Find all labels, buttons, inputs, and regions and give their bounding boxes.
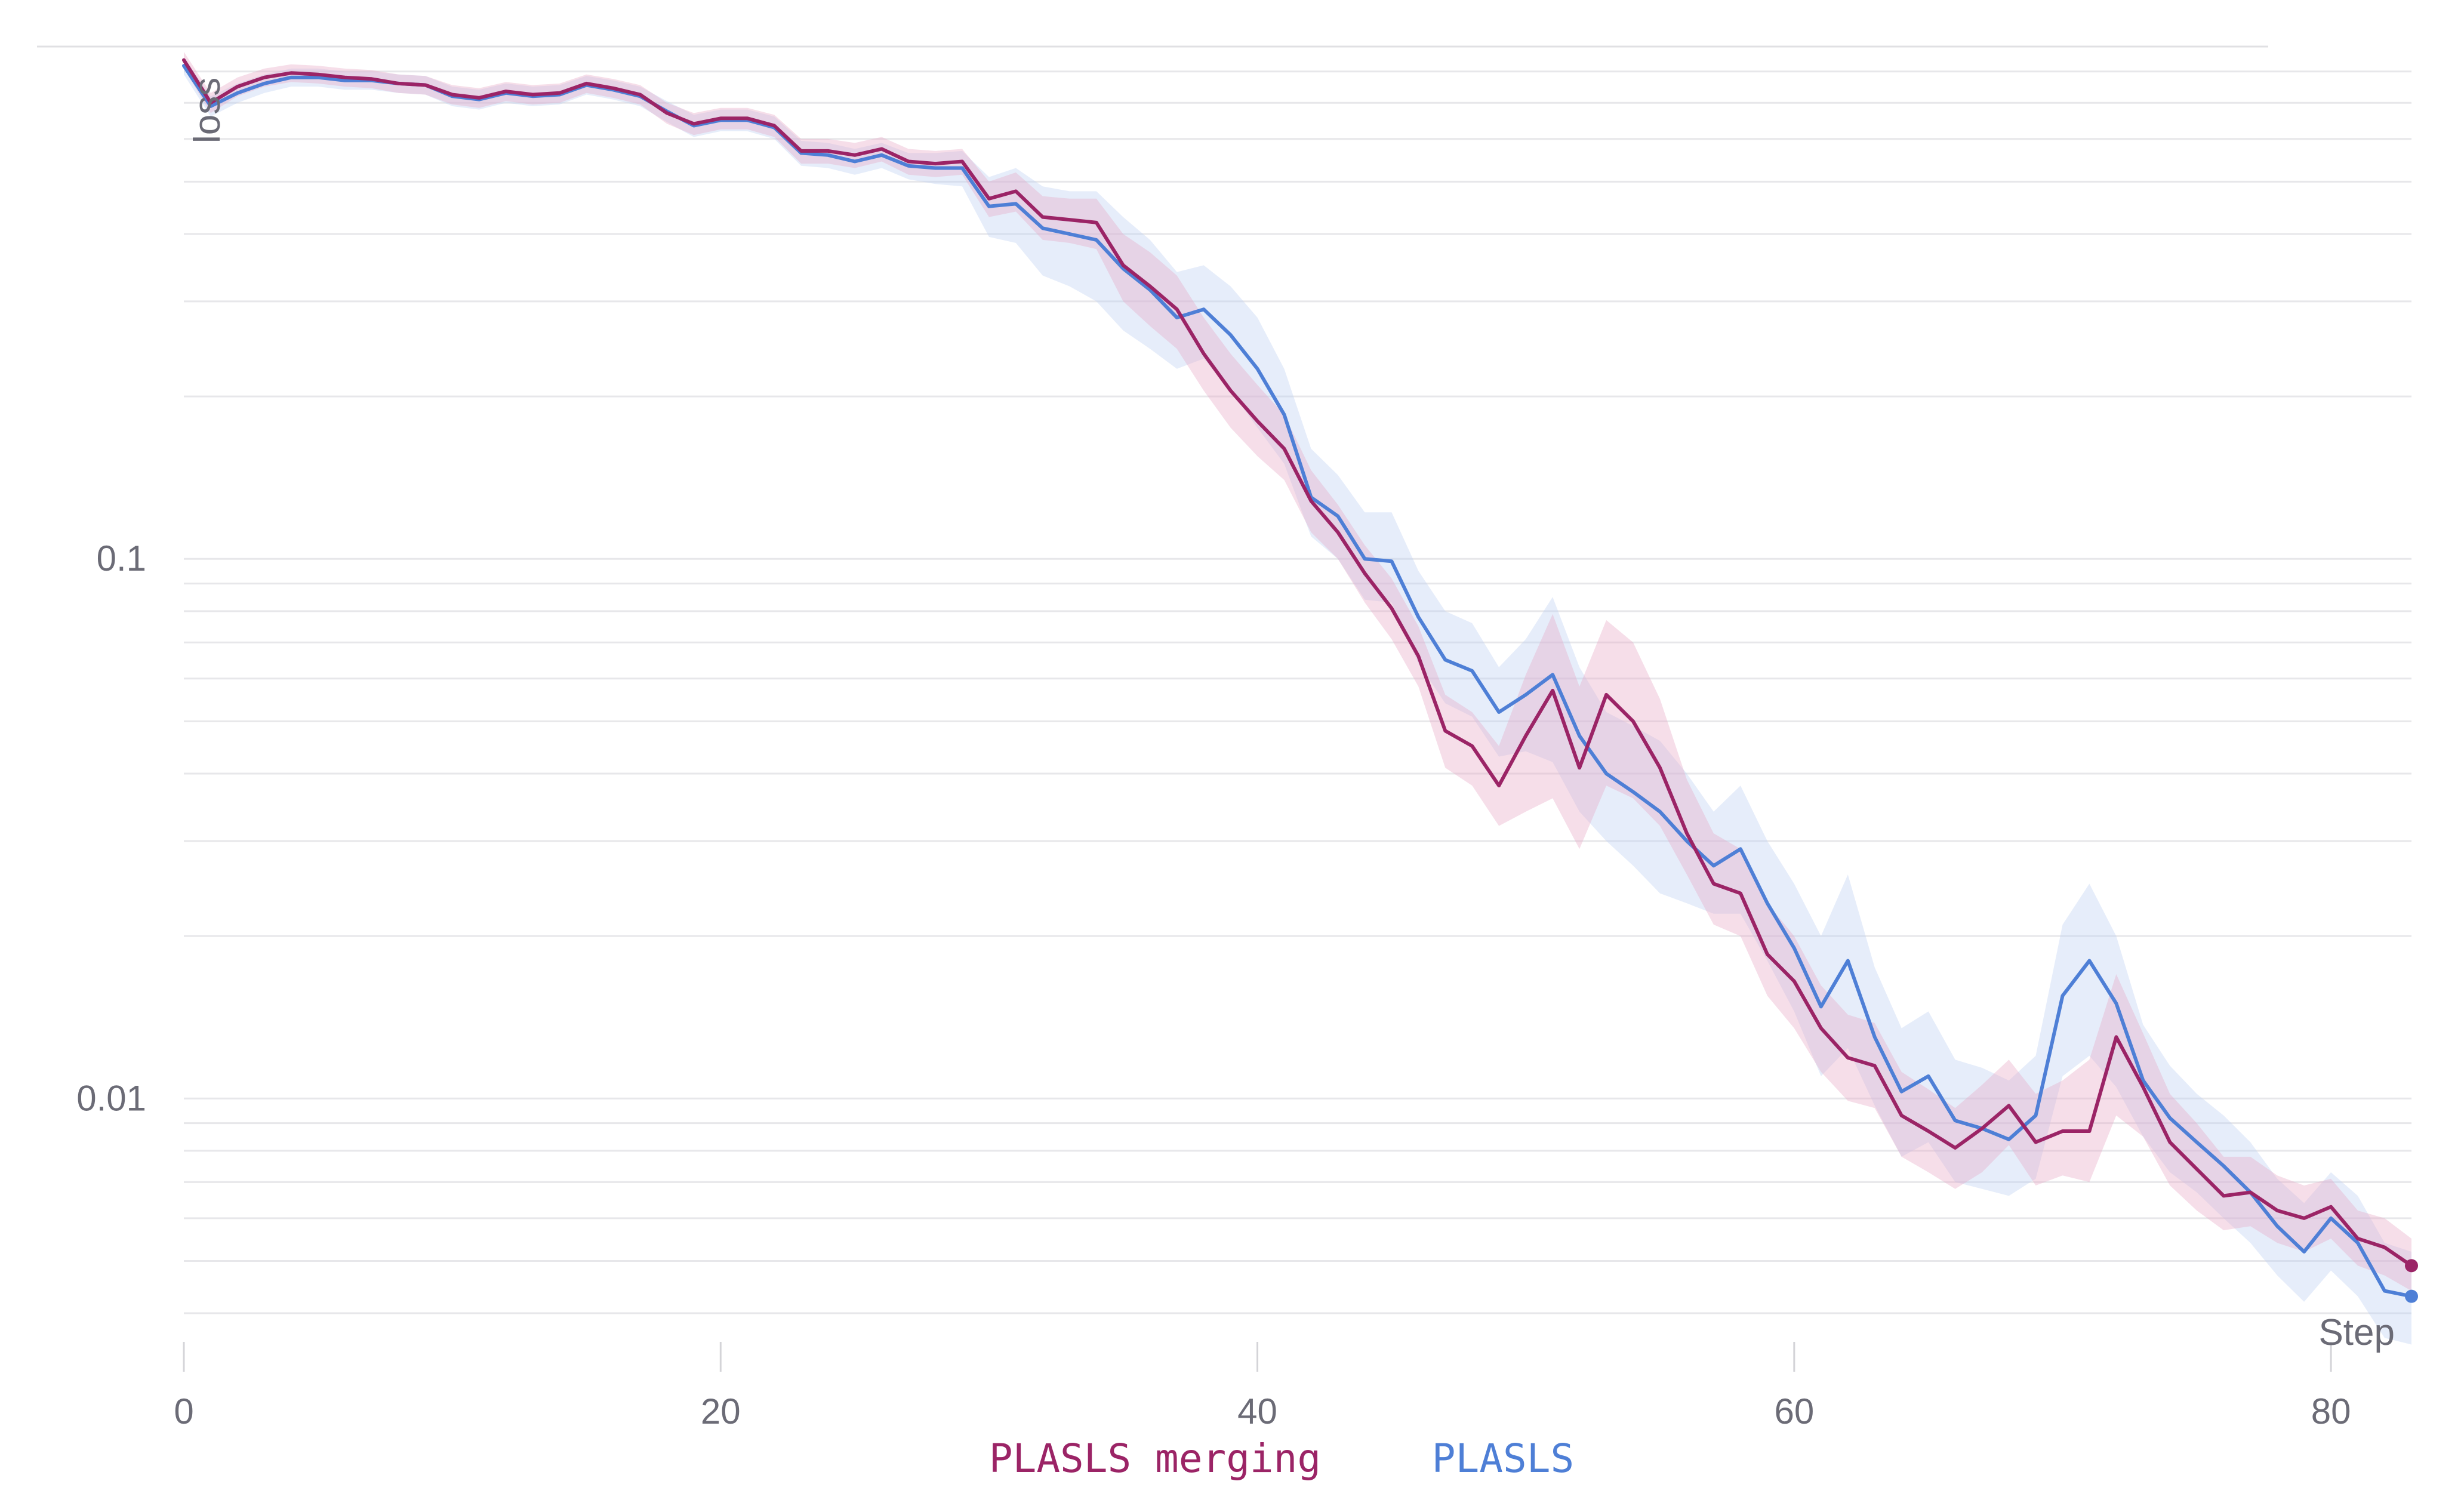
y-tick-label: 0.1 xyxy=(97,538,146,578)
legend: PLASLS merging PLASLS xyxy=(989,1436,1574,1482)
x-axis-ticks: 0 20 40 60 80 xyxy=(174,1342,2351,1431)
legend-entry[interactable]: PLASLS xyxy=(1432,1436,1574,1482)
confidence-bands xyxy=(184,51,2411,1345)
x-tick-label: 20 xyxy=(701,1391,741,1431)
series-line-plasls-merging xyxy=(182,58,2413,1268)
legend-entry[interactable]: PLASLS merging xyxy=(989,1436,1321,1482)
end-point-plasls-merging xyxy=(2405,1259,2418,1273)
grid-lines xyxy=(184,70,2411,1314)
y-axis-ticks: 0.1 0.01 xyxy=(76,538,146,1118)
x-axis-title: Step xyxy=(2318,1312,2395,1353)
x-tick-label: 80 xyxy=(2311,1391,2351,1431)
x-tick-label: 40 xyxy=(1237,1391,1277,1431)
x-tick-label: 60 xyxy=(1774,1391,1814,1431)
x-tick-label: 0 xyxy=(174,1391,193,1431)
end-point-plasls xyxy=(2405,1289,2418,1303)
y-axis-title: loss xyxy=(187,78,228,143)
y-tick-label: 0.01 xyxy=(76,1078,146,1118)
end-markers xyxy=(2405,1259,2418,1303)
band-plasls xyxy=(184,57,2411,1345)
series-lines xyxy=(182,58,2413,1298)
band-plasls-merging xyxy=(184,51,2411,1291)
